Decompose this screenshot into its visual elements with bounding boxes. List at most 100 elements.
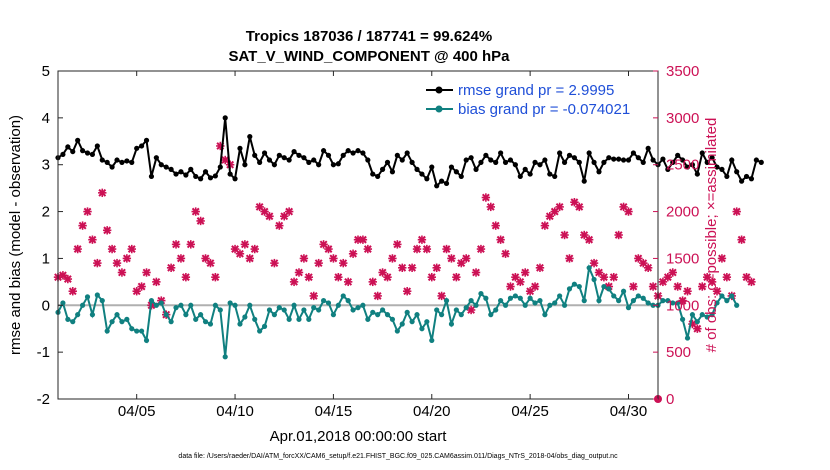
- rmse-point: [645, 145, 651, 151]
- bias-point: [443, 298, 450, 304]
- rmse-point: [227, 171, 233, 177]
- rmse-point: [507, 157, 514, 163]
- y2-tick-label: 2000: [666, 204, 699, 221]
- rmse-point: [296, 152, 302, 158]
- rmse-point: [207, 175, 214, 181]
- assimilated-point: [427, 272, 436, 282]
- bias-point: [689, 312, 696, 318]
- bias-point: [217, 307, 223, 313]
- y-axis-ticks: -2 -1 0 1 2 3 4 5: [37, 63, 63, 408]
- rmse-point: [252, 152, 258, 158]
- assimilated-point: [452, 272, 461, 282]
- y2-axis-ticks: 0 500 1000 1500 2000 2500 3000 3500: [653, 63, 699, 408]
- rmse-point: [257, 159, 263, 165]
- rmse-point: [453, 169, 459, 175]
- bias-point: [448, 321, 455, 327]
- assimilated-point: [698, 282, 707, 291]
- bias-point: [404, 309, 410, 315]
- rmse-point: [291, 148, 297, 155]
- assimilated-point: [373, 291, 382, 301]
- bias-point: [306, 316, 312, 322]
- bias-point: [384, 312, 391, 318]
- bias-point: [350, 307, 356, 313]
- rmse-point: [193, 173, 199, 180]
- rmse-point: [458, 173, 464, 180]
- rmse-point: [271, 162, 277, 168]
- assimilated-point: [348, 249, 358, 258]
- assimilated-point: [196, 216, 205, 226]
- rmse-point: [404, 150, 410, 156]
- assimilated-point: [402, 287, 412, 296]
- assimilated-point: [673, 282, 682, 291]
- bias-point: [311, 305, 317, 311]
- assimilated-point: [614, 230, 623, 240]
- rmse-point: [232, 176, 238, 182]
- rmse-point: [675, 152, 681, 158]
- assimilated-point: [584, 235, 594, 244]
- rmse-point: [552, 173, 558, 180]
- bias-point: [542, 312, 548, 318]
- assimilated-point: [171, 240, 181, 249]
- bias-point: [84, 294, 91, 300]
- rmse-point: [704, 159, 710, 165]
- rmse-point: [443, 180, 450, 187]
- assimilated-point: [461, 254, 471, 263]
- bias-point: [207, 321, 214, 327]
- bias-point: [266, 307, 273, 313]
- assimilated-point: [668, 268, 677, 277]
- rmse-point: [173, 171, 179, 177]
- y2-tick-label: 0: [666, 391, 674, 408]
- y2-tick-label: 1500: [666, 250, 699, 267]
- assimilated-point: [535, 263, 545, 272]
- assimilated-point: [73, 244, 82, 254]
- rmse-point: [557, 150, 563, 156]
- bias-point: [178, 302, 184, 308]
- data-file-footer: data file: /Users/raeder/DAI/ATM_forcXX/…: [178, 453, 618, 460]
- assimilated-point: [506, 282, 515, 291]
- assimilated-point: [122, 254, 132, 263]
- bias-point: [576, 283, 582, 290]
- assimilated-point: [412, 244, 422, 254]
- y2-tick-label: 3500: [666, 63, 699, 80]
- bias-point: [606, 286, 612, 292]
- rmse-point: [640, 159, 646, 165]
- rmse-point: [542, 157, 548, 163]
- assimilated-point: [112, 258, 122, 268]
- rmse-point: [537, 162, 543, 168]
- rmse-point: [399, 157, 405, 163]
- rmse-point: [660, 156, 666, 162]
- rmse-point: [724, 173, 730, 180]
- rmse-point: [739, 178, 745, 184]
- assimilated-point: [245, 254, 255, 263]
- bias-point: [493, 307, 499, 313]
- assimilated-point: [324, 244, 333, 254]
- bias-point: [635, 293, 641, 299]
- bias-point: [488, 312, 494, 318]
- bias-point: [168, 319, 174, 325]
- rmse-point: [79, 148, 86, 154]
- bias-point: [261, 323, 268, 329]
- bias-point: [724, 298, 730, 304]
- y-tick-label: 2: [42, 204, 50, 221]
- rmse-point: [650, 157, 656, 163]
- bias-point: [552, 300, 558, 306]
- bias-point: [591, 276, 597, 283]
- rmse-point: [198, 176, 204, 182]
- y-tick-label: 4: [42, 110, 50, 127]
- bias-point: [320, 298, 327, 304]
- legend-box: [420, 78, 650, 120]
- bias-point: [139, 328, 145, 334]
- rmse-point: [714, 164, 720, 170]
- assimilated-point: [747, 277, 756, 287]
- bias-point: [684, 335, 691, 341]
- rmse-point: [635, 155, 641, 161]
- bias-point: [124, 316, 130, 322]
- rmse-point: [679, 157, 686, 163]
- rmse-point: [670, 159, 676, 165]
- rmse-point: [375, 173, 381, 180]
- bias-point: [316, 307, 322, 313]
- rmse-point: [370, 171, 376, 177]
- bias-point: [153, 302, 159, 308]
- rmse-point: [699, 150, 705, 156]
- rmse-point: [330, 162, 337, 168]
